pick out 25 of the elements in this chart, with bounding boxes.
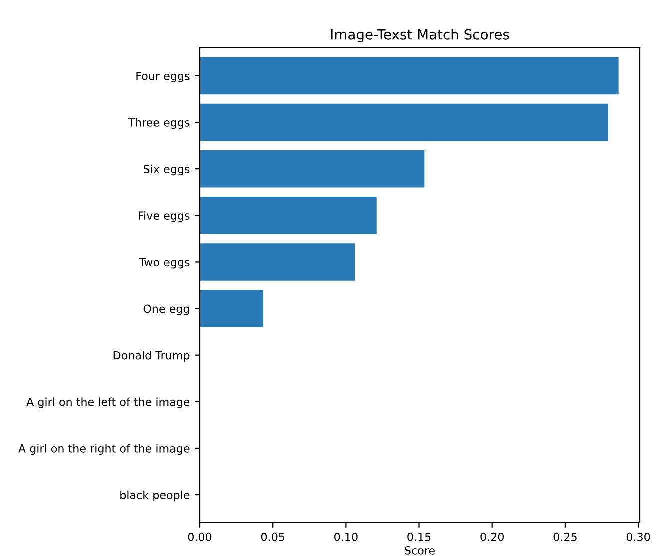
- y-tick-label: Five eggs: [139, 211, 190, 222]
- y-tick-label: Six eggs: [144, 164, 190, 176]
- x-tick-label: 0.25: [554, 532, 577, 542]
- chart-title: Image-Texst Match Scores: [331, 29, 510, 43]
- y-tick-label: A girl on the right of the image: [18, 444, 190, 456]
- x-tick-label: 0.05: [261, 532, 284, 542]
- x-tick-label: 0.30: [626, 532, 650, 542]
- bar: [200, 150, 425, 188]
- bar: [200, 244, 356, 281]
- bar: [200, 197, 377, 234]
- y-tick-label: black people: [120, 490, 190, 502]
- bar: [200, 290, 264, 328]
- y-tick-label: One egg: [144, 304, 190, 316]
- x-tick-label: 0.15: [408, 532, 431, 542]
- y-tick-label: Four eggs: [136, 72, 190, 82]
- y-tick-label: Two eggs: [139, 258, 190, 269]
- x-tick-label: 0.10: [334, 532, 358, 542]
- x-axis-title: Score: [405, 546, 435, 555]
- bar: [200, 57, 619, 95]
- bar: [200, 104, 608, 142]
- y-tick-label: Donald Trump: [114, 351, 190, 362]
- y-tick-label: Three eggs: [128, 118, 190, 130]
- y-tick-label: A girl on the left of the image: [26, 398, 190, 408]
- x-tick-label: 0.00: [188, 532, 212, 542]
- x-tick-label: 0.20: [480, 532, 504, 542]
